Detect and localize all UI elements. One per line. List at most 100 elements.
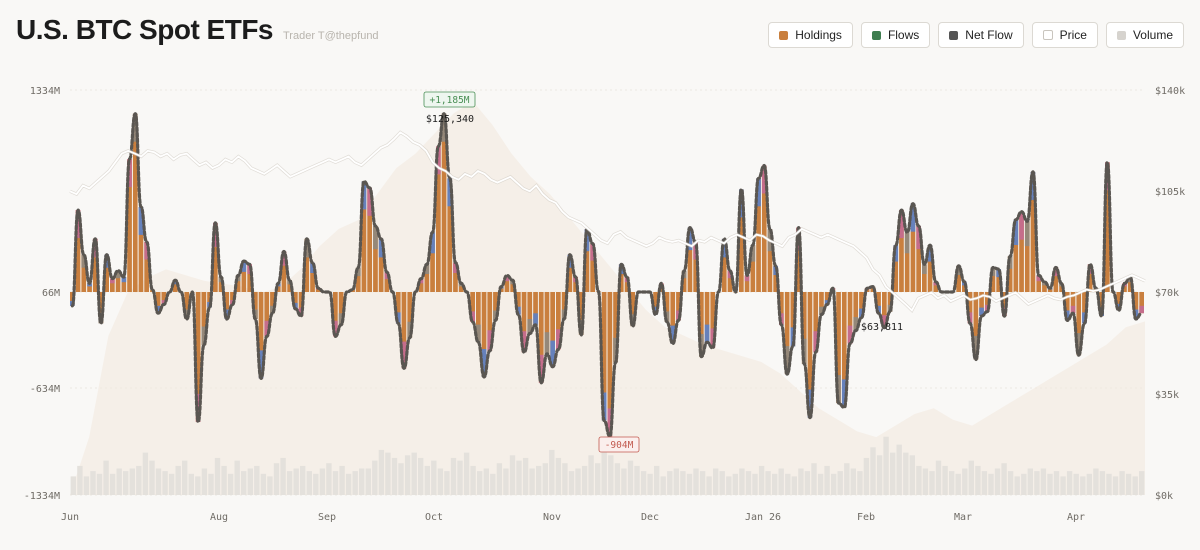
flow-bar-segment bbox=[1133, 309, 1139, 319]
flow-bar-segment bbox=[213, 222, 218, 248]
flow-bar bbox=[424, 264, 430, 292]
right-axis-tick-label: $105k bbox=[1155, 187, 1185, 198]
flow-bar-segment bbox=[727, 270, 733, 279]
volume-bar bbox=[778, 468, 784, 495]
volume-bar bbox=[916, 465, 922, 495]
flow-bar bbox=[1013, 219, 1019, 292]
flow-bar bbox=[664, 292, 670, 322]
flow-bar bbox=[841, 292, 847, 408]
legend-label: Flows bbox=[887, 28, 920, 42]
flow-bar bbox=[470, 292, 475, 322]
flow-bar bbox=[235, 275, 241, 292]
volume-bar bbox=[909, 455, 915, 496]
flow-bar bbox=[247, 264, 252, 292]
flow-bar bbox=[538, 292, 544, 383]
legend-toggle-flows[interactable]: Flows bbox=[860, 22, 931, 48]
volume-bar bbox=[1053, 471, 1060, 495]
flow-bar-segment bbox=[487, 330, 493, 351]
legend-swatch-icon bbox=[1116, 30, 1126, 40]
flow-bar-segment bbox=[859, 308, 864, 318]
volume-bar bbox=[798, 468, 804, 495]
flow-bar bbox=[893, 245, 899, 292]
chart-header: U.S. BTC Spot ETFs Trader T@thepfund bbox=[16, 14, 379, 54]
flow-bar bbox=[184, 292, 190, 319]
volume-bar bbox=[411, 452, 417, 495]
flow-bar-segment bbox=[424, 264, 430, 274]
flow-bar bbox=[1042, 281, 1047, 292]
max-flow-label: +1,185M bbox=[429, 95, 469, 106]
flow-bar bbox=[704, 292, 710, 343]
volume-bar bbox=[431, 460, 437, 495]
volume-bar bbox=[90, 471, 96, 495]
flow-bar bbox=[790, 292, 796, 347]
x-axis-tick-label: Jan 26 bbox=[745, 512, 781, 523]
volume-bar bbox=[988, 473, 994, 495]
volume-bar bbox=[293, 468, 299, 495]
flow-bar bbox=[601, 292, 607, 421]
x-axis-tick-label: Mar bbox=[954, 512, 972, 523]
legend-toggle-price[interactable]: Price bbox=[1031, 22, 1098, 48]
flow-bar bbox=[887, 292, 893, 312]
flow-bar-segment bbox=[590, 243, 595, 261]
volume-bar bbox=[673, 468, 679, 495]
flow-bar-segment bbox=[882, 315, 887, 328]
price-line bbox=[69, 131, 1146, 312]
flow-bar bbox=[281, 251, 287, 292]
flow-bar bbox=[270, 292, 275, 314]
flow-bar-segment bbox=[750, 245, 756, 262]
flow-bar bbox=[395, 292, 401, 324]
flow-bar-segment bbox=[933, 281, 939, 286]
flow-bar-segment bbox=[744, 275, 750, 282]
volume-bar bbox=[1007, 471, 1014, 495]
volume-bar bbox=[621, 468, 627, 495]
flow-bar bbox=[115, 270, 121, 292]
volume-bar bbox=[372, 460, 378, 495]
right-axis-tick-label: $0k bbox=[1155, 491, 1173, 502]
flow-bar-segment bbox=[304, 238, 310, 258]
legend-swatch-icon bbox=[779, 30, 789, 40]
volume-bar bbox=[1125, 473, 1132, 495]
flow-bar bbox=[573, 277, 578, 292]
flow-bar-segment bbox=[956, 265, 961, 275]
flow-bar bbox=[436, 146, 441, 292]
volume-bar bbox=[483, 468, 489, 495]
right-axis-tick-label: $35k bbox=[1155, 390, 1179, 401]
flow-bar bbox=[493, 292, 498, 321]
flow-bar bbox=[676, 292, 681, 321]
flow-bar-segment bbox=[927, 245, 933, 262]
legend-toggle-holdings[interactable]: Holdings bbox=[768, 22, 853, 48]
flow-bar-segment bbox=[527, 319, 533, 334]
flow-bar bbox=[430, 232, 435, 292]
flow-bar bbox=[144, 242, 149, 292]
flow-bar bbox=[727, 270, 733, 292]
flow-bar-segment bbox=[853, 317, 859, 331]
legend-toggle-net-flow[interactable]: Net Flow bbox=[938, 22, 1024, 48]
flow-bar bbox=[1019, 211, 1024, 292]
volume-bar bbox=[549, 449, 555, 495]
volume-bar bbox=[575, 468, 581, 495]
volume-bar bbox=[791, 476, 797, 495]
volume-bar bbox=[1080, 476, 1086, 495]
flow-bar-segment bbox=[481, 349, 487, 377]
legend-toggle-volume[interactable]: Volume bbox=[1105, 22, 1184, 48]
min-flow-label: -904M bbox=[605, 440, 634, 451]
volume-bar bbox=[627, 460, 634, 495]
x-axis-tick-label: Nov bbox=[543, 512, 561, 523]
volume-bar bbox=[608, 455, 614, 496]
flow-bar-segment bbox=[453, 262, 458, 273]
flow-bar-segment bbox=[1116, 303, 1122, 311]
legend-swatch-icon bbox=[949, 30, 959, 40]
volume-bar bbox=[634, 465, 640, 495]
volume-bar bbox=[286, 471, 293, 495]
flow-bar-segment bbox=[430, 232, 435, 254]
flow-bar bbox=[744, 275, 750, 292]
volume-bar bbox=[1027, 468, 1033, 495]
flow-bar bbox=[127, 159, 132, 292]
flow-bar-segment bbox=[739, 189, 744, 218]
flow-bar bbox=[693, 242, 698, 292]
flow-bar-segment bbox=[172, 280, 178, 285]
x-axis-tick-label: Apr bbox=[1067, 512, 1085, 523]
flow-bar bbox=[876, 292, 881, 314]
flow-bar-segment bbox=[144, 242, 149, 260]
flow-bar bbox=[264, 292, 270, 337]
